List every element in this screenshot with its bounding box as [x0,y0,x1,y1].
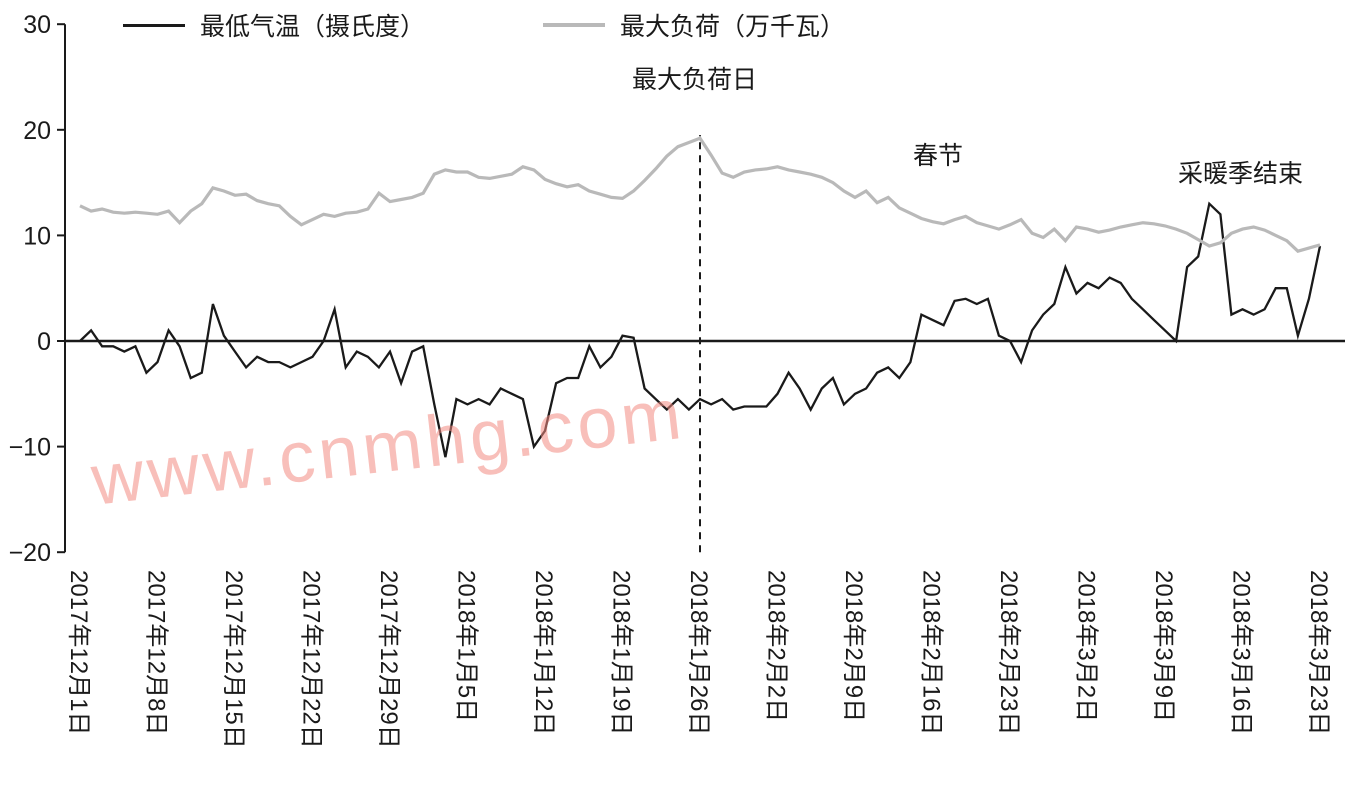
legend-label-min-temp: 最低气温（摄氏度） [200,13,426,41]
svg-text:2018年3月16日: 2018年3月16日 [1228,570,1255,735]
max-load-line [79,136,1321,253]
annotation-heating-season-end: 采暖季结束 [1178,160,1304,188]
x-tick-label: 2018年1月26日 [685,570,712,735]
x-tick-label: 2017年12月8日 [143,570,170,735]
x-tick-label: 2017年12月1日 [65,570,92,735]
svg-text:2018年3月9日: 2018年3月9日 [1150,570,1177,722]
svg-text:2018年1月26日: 2018年1月26日 [685,570,712,735]
x-tick-label: 2018年3月16日 [1228,570,1255,735]
svg-text:2018年1月5日: 2018年1月5日 [453,570,480,722]
x-tick-label: 2018年2月16日 [918,570,945,735]
y-tick-label: 0 [37,328,51,356]
svg-text:2018年2月2日: 2018年2月2日 [763,570,790,722]
legend-item-max-load: 最大负荷（万千瓦） [543,8,845,42]
svg-text:2018年3月2日: 2018年3月2日 [1073,570,1100,722]
svg-text:2017年12月1日: 2017年12月1日 [65,570,92,735]
x-tick-label: 2017年12月15日 [220,570,247,749]
y-tick-label: 20 [23,117,51,145]
min-temp-line-icon [123,23,185,27]
x-tick-label: 2018年3月2日 [1073,570,1100,722]
x-tick-label: 2017年12月29日 [375,570,402,749]
x-tick-label: 2018年2月23日 [995,570,1022,735]
svg-text:2017年12月15日: 2017年12月15日 [220,570,247,749]
svg-text:2018年2月16日: 2018年2月16日 [918,570,945,735]
svg-text:2018年1月12日: 2018年1月12日 [530,570,557,735]
svg-text:2018年2月9日: 2018年2月9日 [840,570,867,722]
y-tick-label: −20 [9,539,51,567]
max-load-line-icon [543,23,605,27]
svg-text:2018年2月23日: 2018年2月23日 [995,570,1022,735]
annotation-max-load-day: 最大负荷日 [632,66,758,94]
svg-text:2017年12月29日: 2017年12月29日 [375,570,402,749]
legend-item-min-temp: 最低气温（摄氏度） [123,8,425,42]
y-tick-label: 10 [23,222,51,250]
svg-text:2017年12月22日: 2017年12月22日 [298,570,325,749]
annotation-spring-festival: 春节 [913,142,964,170]
min-temperature-line [79,201,1322,458]
svg-text:2018年1月19日: 2018年1月19日 [608,570,635,735]
x-tick-label: 2018年3月23日 [1305,570,1332,735]
svg-text:2017年12月8日: 2017年12月8日 [143,570,170,735]
y-tick-label: −10 [9,434,51,462]
legend-label-max-load: 最大负荷（万千瓦） [620,13,846,41]
x-tick-label: 2018年1月19日 [608,570,635,735]
x-tick-label: 2018年1月12日 [530,570,557,735]
svg-text:2018年3月23日: 2018年3月23日 [1305,570,1332,735]
x-tick-label: 2018年1月5日 [453,570,480,722]
x-tick-label: 2018年2月9日 [840,570,867,722]
x-tick-label: 2018年3月9日 [1150,570,1177,722]
x-tick-label: 2017年12月22日 [298,570,325,749]
x-tick-label: 2018年2月2日 [763,570,790,722]
y-tick-label: 30 [23,11,51,39]
